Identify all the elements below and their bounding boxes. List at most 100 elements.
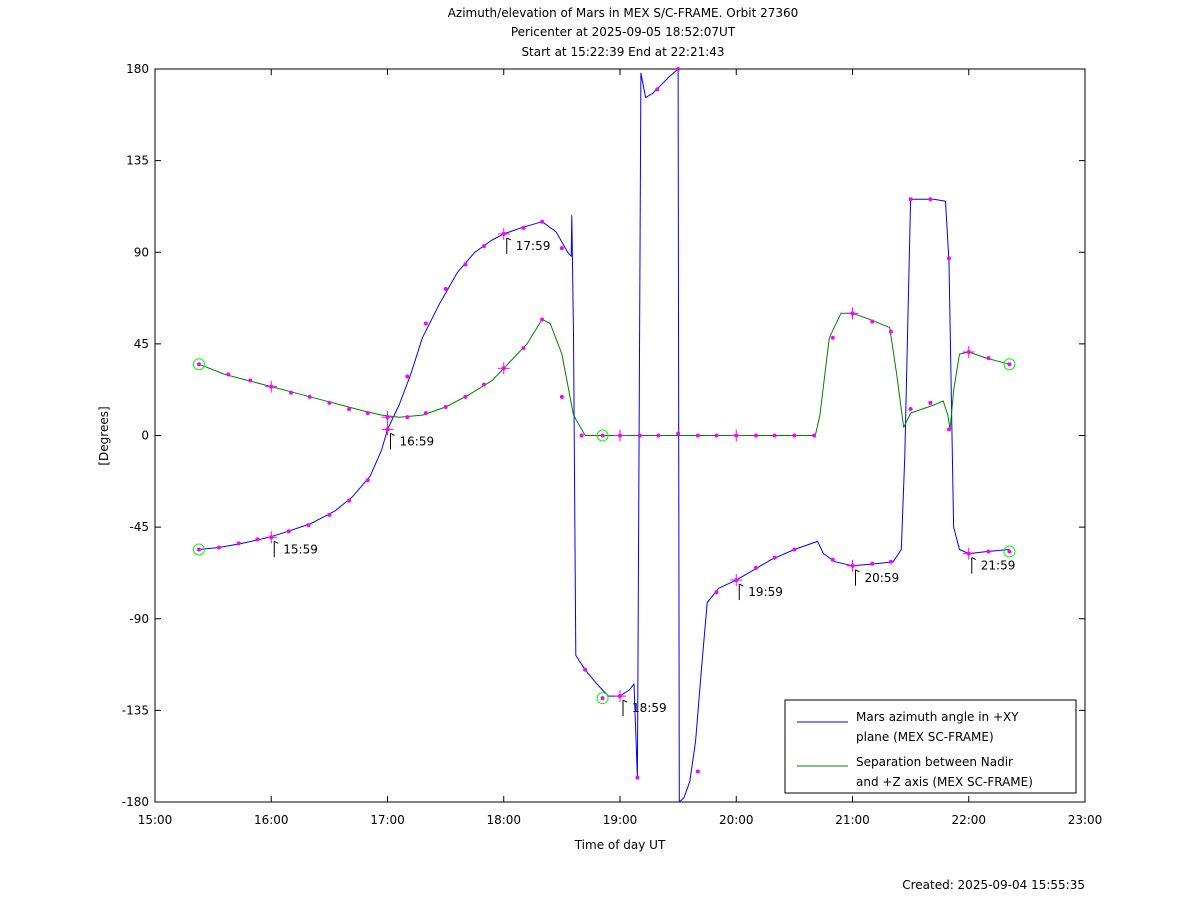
data-point-marker xyxy=(423,321,428,326)
marker-layer xyxy=(192,67,1016,780)
legend-label-separation-2: and +Z axis (MEX SC-FRAME) xyxy=(856,775,1033,789)
data-point-marker xyxy=(521,225,526,230)
data-point-marker xyxy=(870,561,875,566)
data-point-marker xyxy=(405,374,410,379)
x-tick-label: 20:00 xyxy=(719,813,754,827)
endpoint-circle-marker xyxy=(596,692,609,705)
data-point-marker xyxy=(443,404,448,409)
y-tick-label: 135 xyxy=(126,154,149,168)
data-point-marker xyxy=(908,407,913,412)
data-point-marker xyxy=(888,559,893,564)
data-point-marker xyxy=(463,394,468,399)
hour-marker-text: 19:59 xyxy=(748,585,783,599)
data-point-marker xyxy=(540,219,545,224)
hour-cross-marker xyxy=(614,429,626,442)
data-point-marker xyxy=(365,478,370,483)
x-tick-label: 21:00 xyxy=(835,813,870,827)
data-point-marker xyxy=(637,433,642,438)
data-point-marker xyxy=(365,411,370,416)
hour-cross-marker xyxy=(730,574,743,587)
hour-marker-label: 15:59 xyxy=(273,540,318,558)
data-point-marker xyxy=(830,335,835,340)
series-line-separation xyxy=(198,312,1010,436)
hour-cross-marker xyxy=(846,307,859,320)
data-point-marker xyxy=(559,394,564,399)
hour-marker-label: 21:59 xyxy=(971,557,1016,574)
data-point-marker xyxy=(986,356,991,361)
hour-marker-label: 19:59 xyxy=(738,583,783,601)
data-point-marker xyxy=(236,541,241,546)
data-point-marker xyxy=(676,67,681,71)
data-point-marker xyxy=(908,197,913,202)
data-point-marker xyxy=(521,345,526,350)
chart-title: Azimuth/elevation of Mars in MEX S/C-FRA… xyxy=(448,6,799,59)
x-axis-label: Time of day UT xyxy=(574,838,666,852)
hour-marker-layer: 15:59 16:59 17:59 18:59 19:59 20:59 21:59 xyxy=(273,237,1016,717)
hour-marker-label: 17:59 xyxy=(506,237,550,254)
series-line-azimuth xyxy=(198,68,1010,803)
y-tick-label: 180 xyxy=(126,62,149,76)
hour-marker-label: 18:59 xyxy=(622,699,667,717)
hour-cross-marker xyxy=(265,531,278,544)
hour-marker-text: 18:59 xyxy=(632,701,667,715)
hour-cross-marker xyxy=(730,429,743,442)
data-point-marker xyxy=(754,565,759,570)
data-point-marker xyxy=(870,319,875,324)
data-point-marker xyxy=(888,329,893,334)
hour-marker-label: 20:59 xyxy=(855,569,899,586)
created-timestamp: Created: 2025-09-04 15:55:35 xyxy=(902,878,1085,892)
data-point-marker xyxy=(405,415,410,420)
y-tick-label: 90 xyxy=(134,245,149,259)
data-point-marker xyxy=(655,87,660,92)
data-point-marker xyxy=(481,382,486,387)
data-point-marker xyxy=(714,433,719,438)
title-line-3: Start at 15:22:39 End at 22:21:43 xyxy=(521,45,724,59)
x-tick-label: 16:00 xyxy=(254,813,289,827)
data-point-marker xyxy=(463,262,468,267)
hour-marker-label: 16:59 xyxy=(390,432,434,450)
y-tick-label: 45 xyxy=(134,337,149,351)
hour-cross-marker xyxy=(846,559,859,572)
data-point-marker xyxy=(327,512,332,517)
data-point-marker xyxy=(289,390,294,395)
data-point-marker xyxy=(540,317,545,322)
data-point-marker xyxy=(327,400,332,405)
hour-cross-marker xyxy=(497,362,510,375)
x-tick-label: 22:00 xyxy=(951,813,986,827)
data-point-marker xyxy=(579,433,584,438)
y-tick-label: -180 xyxy=(122,795,149,809)
y-tick-label: -135 xyxy=(122,703,149,717)
data-point-marker xyxy=(226,372,231,377)
legend-label-azimuth-2: plane (MEX SC-FRAME) xyxy=(856,730,994,744)
data-point-marker xyxy=(928,400,933,405)
data-point-marker xyxy=(443,286,448,291)
y-tick-label: 0 xyxy=(141,429,149,443)
data-point-marker xyxy=(792,547,797,552)
data-point-marker xyxy=(772,433,777,438)
data-point-marker xyxy=(830,557,835,562)
data-point-marker xyxy=(255,537,260,542)
hour-marker-text: 21:59 xyxy=(981,559,1016,573)
endpoint-circle-marker xyxy=(596,429,609,442)
x-tick-label: 19:00 xyxy=(603,813,638,827)
data-point-marker xyxy=(216,545,221,550)
legend-label-separation-1: Separation between Nadir xyxy=(856,755,1013,769)
data-point-marker xyxy=(714,590,719,595)
hour-marker-text: 15:59 xyxy=(283,542,318,556)
data-point-marker xyxy=(481,244,486,249)
data-point-marker xyxy=(946,427,951,432)
x-tick-label: 18:00 xyxy=(486,813,521,827)
legend-box xyxy=(784,699,1077,794)
hour-cross-marker xyxy=(614,690,626,703)
hour-cross-marker xyxy=(962,346,975,359)
hour-cross-marker xyxy=(962,547,975,560)
endpoint-circle-marker xyxy=(1003,545,1016,558)
x-axis: 15:00 16:00 17:00 18:00 19:00 20:00 21:00 22:00… xyxy=(138,69,1103,827)
data-point-marker xyxy=(928,197,933,202)
data-point-marker xyxy=(656,433,661,438)
data-point-marker xyxy=(754,433,759,438)
data-point-marker xyxy=(306,523,311,528)
x-tick-label: 23:00 xyxy=(1068,813,1103,827)
hour-cross-marker xyxy=(497,227,510,240)
